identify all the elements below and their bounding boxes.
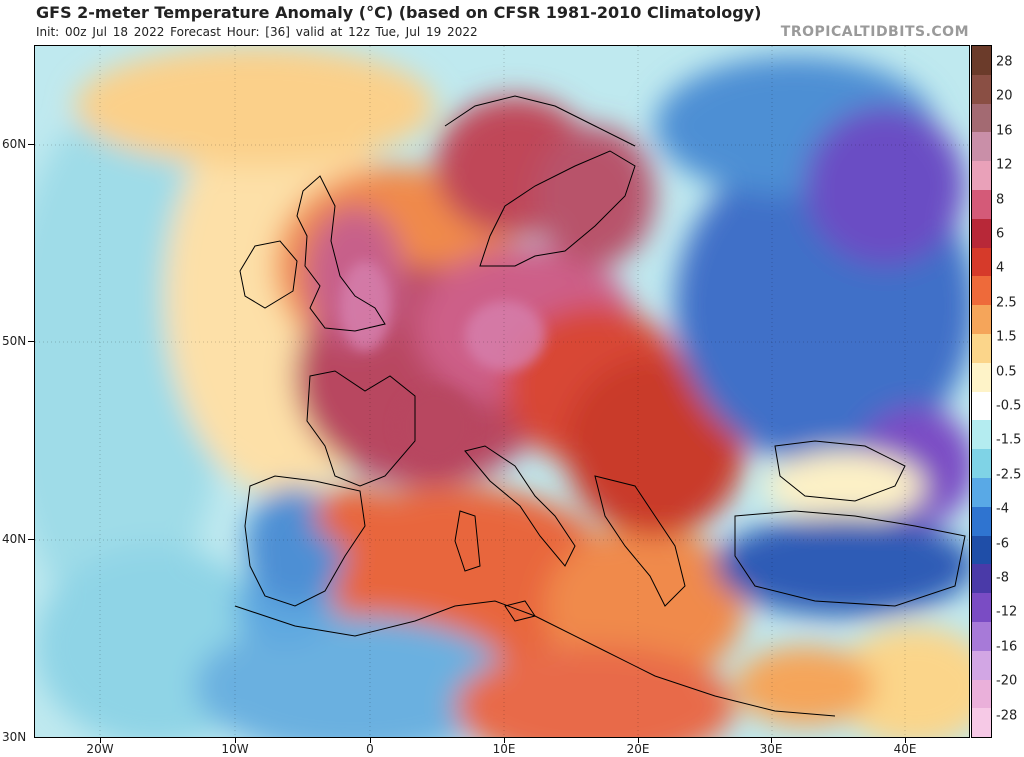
colorbar-swatch	[972, 477, 991, 507]
colorbar-swatch	[972, 449, 991, 478]
colorbar-swatch	[972, 420, 991, 450]
lat-label-30n: 30N	[2, 730, 27, 744]
colorbar-swatch	[972, 189, 991, 219]
colorbar-swatch	[972, 621, 991, 651]
lon-tick	[771, 738, 772, 743]
colorbar-swatch	[972, 564, 991, 594]
lat-tick	[28, 341, 34, 342]
colorbar-swatch	[972, 218, 991, 248]
lon-tick	[370, 738, 371, 743]
colorbar-label: 6	[996, 226, 1005, 242]
lon-tick	[504, 738, 505, 743]
chart-title: GFS 2-meter Temperature Anomaly (°C) (ba…	[36, 3, 762, 22]
colorbar-label: 1.5	[996, 329, 1017, 345]
colorbar-swatch	[972, 161, 991, 190]
lon-tick	[638, 738, 639, 743]
colorbar-swatch	[972, 247, 991, 277]
colorbar-label: 0.5	[996, 364, 1017, 380]
lon-label-0: 0	[366, 742, 374, 756]
colorbar-label: 28	[996, 54, 1013, 70]
lat-label-60n: 60N	[2, 137, 27, 151]
colorbar-swatch	[972, 333, 991, 363]
lon-tick	[235, 738, 236, 743]
lon-label-10e: 10E	[492, 742, 516, 756]
colorbar-label: -8	[996, 570, 1009, 586]
lon-tick	[905, 738, 906, 743]
lon-label-40e: 40E	[893, 742, 917, 756]
colorbar	[971, 45, 992, 738]
colorbar-swatch	[972, 276, 991, 306]
lat-tick	[28, 539, 34, 540]
lat-tick	[28, 144, 34, 145]
colorbar-label: -0.5	[996, 398, 1022, 414]
colorbar-swatch	[972, 679, 991, 709]
colorbar-label: -1.5	[996, 432, 1022, 448]
colorbar-swatch	[972, 650, 991, 680]
lat-label-40n: 40N	[2, 532, 27, 546]
lon-tick	[100, 738, 101, 743]
lon-label-30e: 30E	[759, 742, 783, 756]
lon-label-20e: 20E	[626, 742, 650, 756]
colorbar-swatch	[972, 132, 991, 162]
colorbar-label: 16	[996, 123, 1013, 139]
forecast-info: Init: 00z Jul 18 2022 Forecast Hour: [36…	[36, 25, 478, 39]
colorbar-label: -12	[996, 604, 1018, 620]
colorbar-label: 2.5	[996, 295, 1017, 311]
colorbar-swatch	[972, 593, 991, 622]
colorbar-swatch	[972, 74, 991, 104]
temperature-anomaly-map[interactable]	[34, 45, 970, 738]
colorbar-label: 20	[996, 88, 1013, 104]
watermark: TROPICALTIDBITS.COM	[780, 24, 969, 40]
lat-label-50n: 50N	[2, 334, 27, 348]
colorbar-label: 8	[996, 192, 1005, 208]
colorbar-swatch	[972, 103, 991, 133]
colorbar-label: -6	[996, 536, 1009, 552]
lon-label-10w: 10W	[221, 742, 249, 756]
colorbar-swatch	[972, 506, 991, 536]
colorbar-label: -16	[996, 639, 1018, 655]
colorbar-swatch	[972, 305, 991, 334]
colorbar-swatch	[972, 535, 991, 565]
colorbar-label: 4	[996, 260, 1005, 276]
colorbar-label: -28	[996, 708, 1018, 724]
colorbar-label: 12	[996, 157, 1013, 173]
colorbar-label: -2.5	[996, 467, 1022, 483]
coastlines	[234, 95, 966, 717]
colorbar-swatch	[972, 708, 991, 738]
colorbar-label: -20	[996, 673, 1018, 689]
colorbar-swatch	[972, 391, 991, 421]
colorbar-swatch	[972, 362, 991, 392]
lon-label-20w: 20W	[86, 742, 114, 756]
colorbar-swatch	[972, 46, 991, 75]
colorbar-label: -4	[996, 501, 1009, 517]
